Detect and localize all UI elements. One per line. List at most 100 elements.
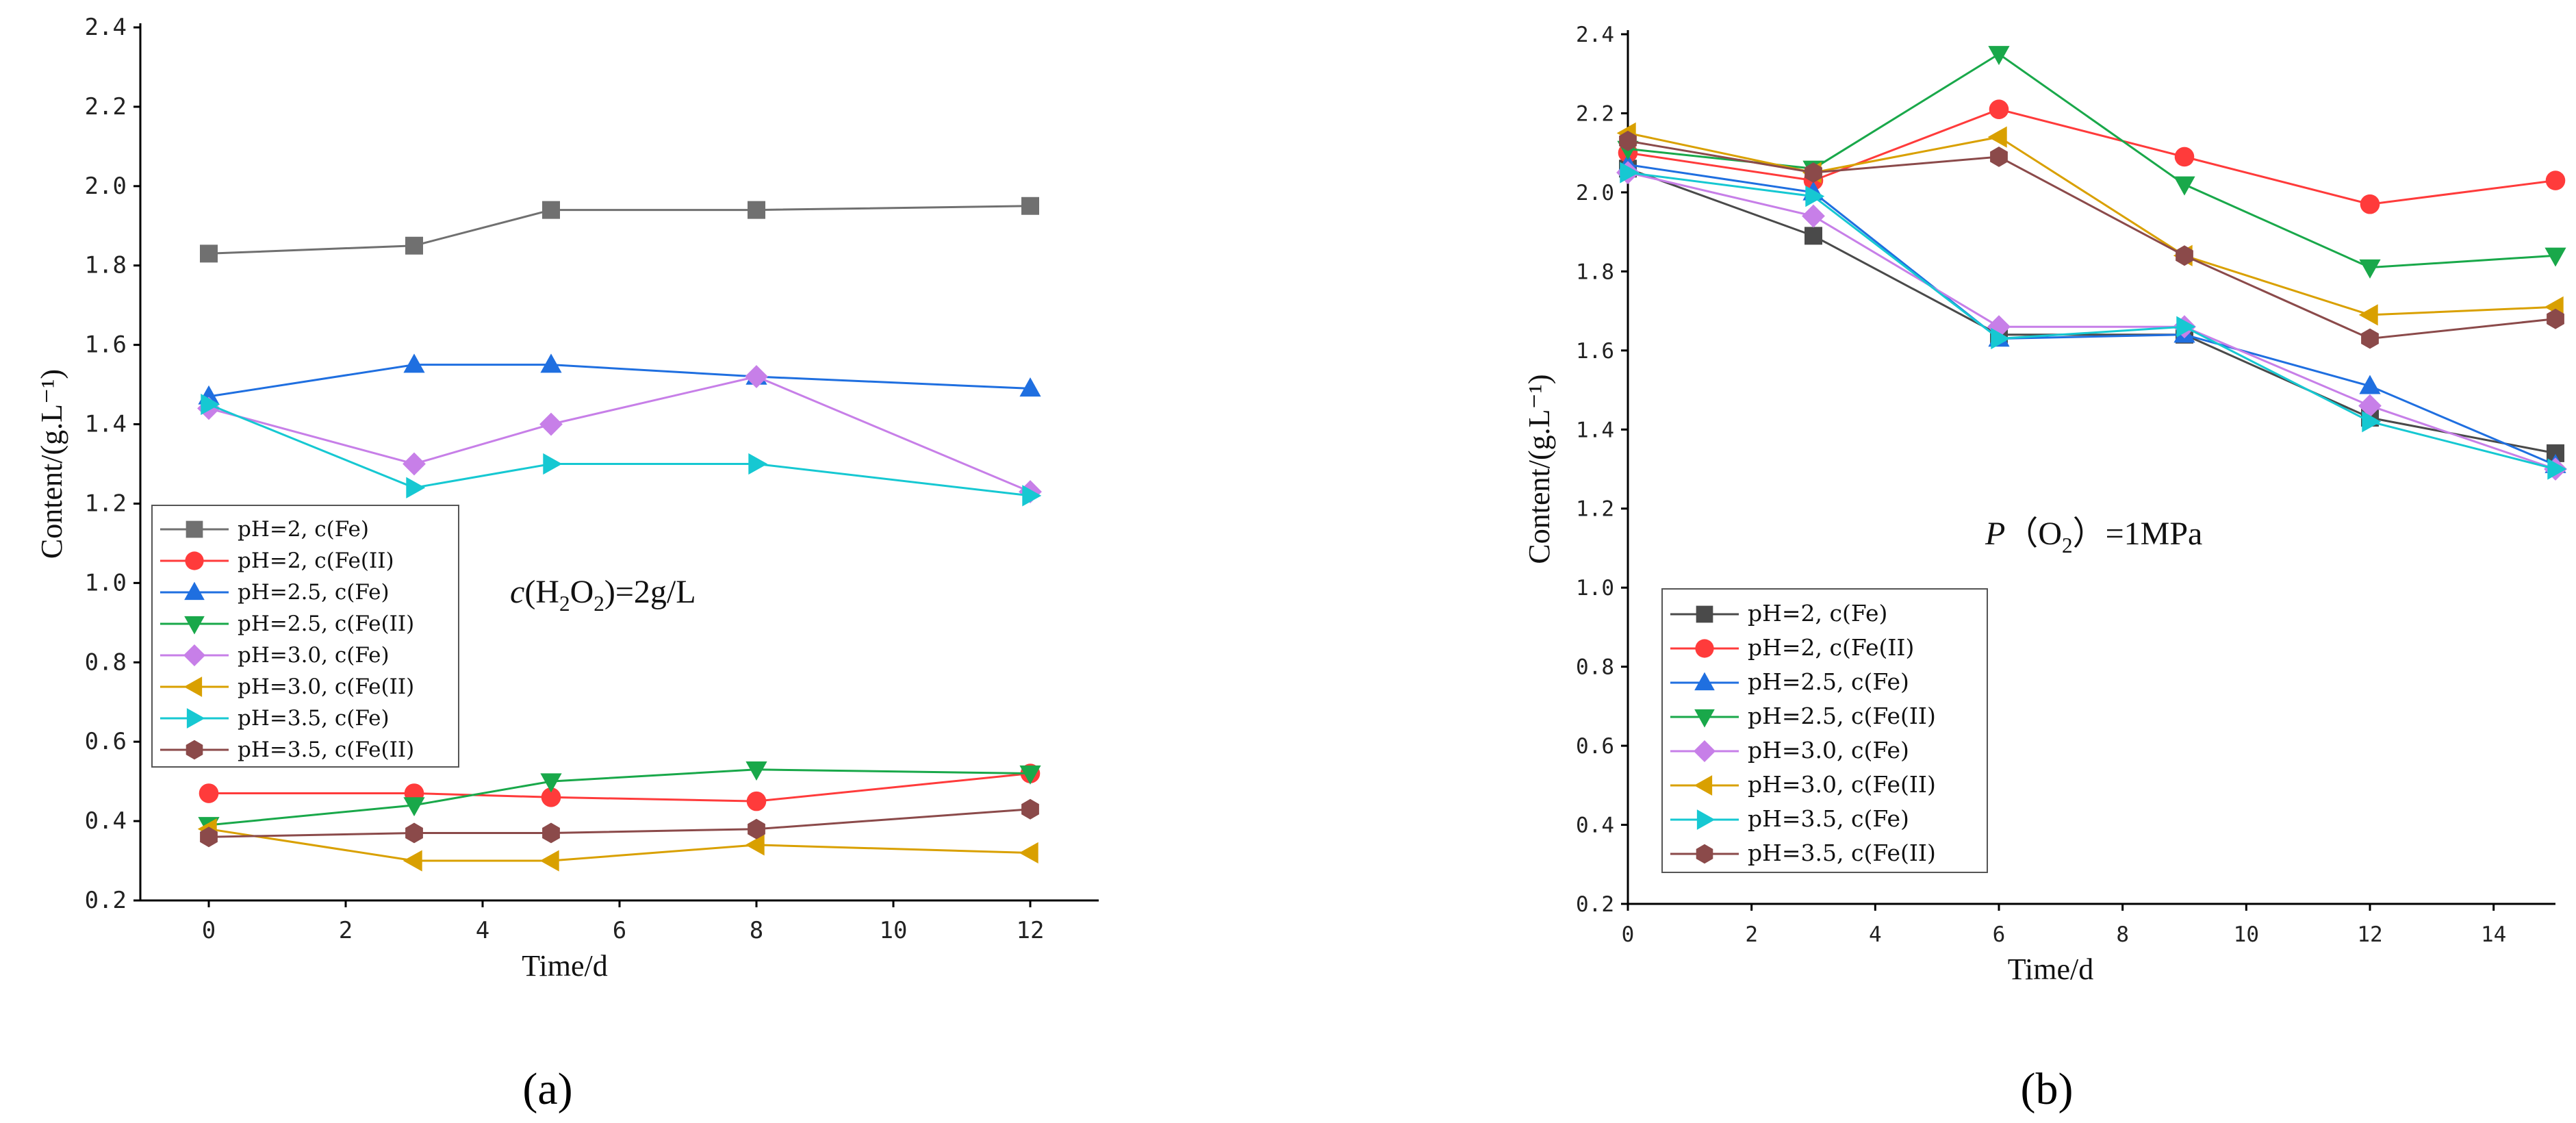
y-tick-label: 2.4 xyxy=(1576,23,1614,47)
data-point xyxy=(200,827,218,848)
y-tick-label: 1.2 xyxy=(1576,497,1614,522)
data-point xyxy=(1987,315,2011,339)
data-point xyxy=(1991,327,2011,350)
y-tick-label: 0.2 xyxy=(1576,892,1614,917)
x-tick-label: 8 xyxy=(2116,922,2129,947)
y-axis-title: Content/(g.L⁻¹) xyxy=(35,369,68,559)
y-tick-label: 1.8 xyxy=(1576,260,1614,284)
y-tick-label: 2.4 xyxy=(85,14,127,41)
data-point xyxy=(2545,171,2566,190)
data-point xyxy=(201,393,220,416)
legend: pH=2, c(Fe) pH=2, c(Fe(II) pH=2.5, c(Fe) pH… xyxy=(1661,588,1988,873)
data-point xyxy=(1619,130,1637,151)
panel-label: (b) xyxy=(2021,1064,2074,1114)
legend-label: pH=3.5, c(Fe) xyxy=(238,706,390,731)
data-point xyxy=(540,773,562,793)
annotation: c(H2O2)=2g/L xyxy=(510,574,696,616)
y-tick-label: 2.2 xyxy=(85,93,127,121)
legend-marker xyxy=(185,551,204,570)
y-tick-label: 0.8 xyxy=(1576,655,1614,680)
data-point xyxy=(539,412,563,436)
series-8 xyxy=(200,798,1039,848)
y-tick-label: 1.8 xyxy=(85,252,127,279)
data-point xyxy=(1989,99,2009,119)
legend-marker xyxy=(183,644,206,667)
series-2 xyxy=(1618,99,2566,214)
data-point xyxy=(2358,304,2378,326)
legend-marker xyxy=(1694,709,1715,728)
data-point xyxy=(542,201,560,219)
series-7 xyxy=(1620,162,2567,480)
series-line xyxy=(1627,131,2556,316)
data-point xyxy=(2359,259,2381,279)
data-point xyxy=(2176,316,2196,338)
data-point xyxy=(1988,46,2010,66)
x-tick-label: 10 xyxy=(2234,922,2259,947)
legend-label: pH=3.0, c(Fe(II) xyxy=(1748,771,1936,798)
data-point xyxy=(748,201,765,219)
data-point xyxy=(406,477,426,499)
x-tick-label: 10 xyxy=(880,917,908,944)
data-point xyxy=(403,850,422,872)
legend-marker xyxy=(184,616,205,635)
legend-marker xyxy=(1696,605,1713,623)
data-point xyxy=(1019,842,1038,864)
legend-label: pH=3.5, c(Fe) xyxy=(1748,805,1909,832)
legend-marker xyxy=(186,708,205,729)
y-tick-label: 1.4 xyxy=(1576,418,1614,442)
x-tick-label: 4 xyxy=(476,917,489,944)
legend-marker xyxy=(1694,775,1713,796)
legend-marker xyxy=(1694,672,1715,691)
series-line xyxy=(1627,171,2556,470)
y-tick-label: 2.0 xyxy=(1576,181,1614,205)
y-tick-label: 1.0 xyxy=(1576,576,1614,601)
legend-marker xyxy=(1693,740,1716,763)
y-tick-label: 1.6 xyxy=(1576,339,1614,364)
series-line xyxy=(1627,164,2556,466)
series-1 xyxy=(200,197,1039,263)
y-tick-label: 0.4 xyxy=(85,807,127,835)
legend-label: pH=3.0, c(Fe) xyxy=(238,643,390,668)
data-point xyxy=(1802,204,1825,228)
data-point xyxy=(2358,394,2382,418)
data-point xyxy=(1805,162,1822,183)
data-point xyxy=(2173,176,2195,196)
legend-marker xyxy=(1696,809,1716,830)
legend-label: pH=2, c(Fe) xyxy=(1748,600,1887,627)
data-point xyxy=(748,453,768,475)
data-point xyxy=(2547,444,2564,462)
data-point xyxy=(542,822,560,844)
y-tick-label: 1.0 xyxy=(85,569,127,596)
x-tick-label: 12 xyxy=(2357,922,2382,947)
legend-marker xyxy=(184,581,205,601)
legend-marker xyxy=(186,740,203,760)
x-tick-label: 8 xyxy=(750,917,763,944)
series-8 xyxy=(1619,130,2564,349)
legend-label: pH=2, c(Fe(II) xyxy=(238,548,394,573)
data-point xyxy=(2176,245,2193,266)
data-point xyxy=(746,791,767,811)
y-tick-label: 2.0 xyxy=(85,173,127,200)
legend-marker xyxy=(1695,639,1714,658)
data-point xyxy=(539,850,559,872)
legend-label: pH=3.5, c(Fe(II) xyxy=(1748,840,1936,866)
x-tick-label: 14 xyxy=(2481,922,2506,947)
x-tick-label: 4 xyxy=(1869,922,1882,947)
series-line xyxy=(1627,167,2556,455)
x-axis-title: Time/d xyxy=(2008,952,2094,986)
x-axis-title: Time/d xyxy=(522,949,608,983)
data-point xyxy=(748,818,765,840)
data-point xyxy=(745,365,768,388)
legend-label: pH=2.5, c(Fe) xyxy=(238,580,390,605)
data-point xyxy=(1019,765,1041,785)
data-point xyxy=(1987,126,2007,148)
legend: pH=2, c(Fe) pH=2, c(Fe(II) pH=2.5, c(Fe) pH… xyxy=(151,505,459,768)
y-tick-label: 2.2 xyxy=(1576,101,1614,126)
x-tick-label: 6 xyxy=(613,917,626,944)
legend-label: pH=3.0, c(Fe(II) xyxy=(238,674,414,699)
legend-label: pH=2, c(Fe(II) xyxy=(1748,634,1914,661)
legend-label: pH=2.5, c(Fe(II) xyxy=(238,611,414,636)
data-point xyxy=(405,236,423,255)
legend-marker xyxy=(1696,844,1713,864)
